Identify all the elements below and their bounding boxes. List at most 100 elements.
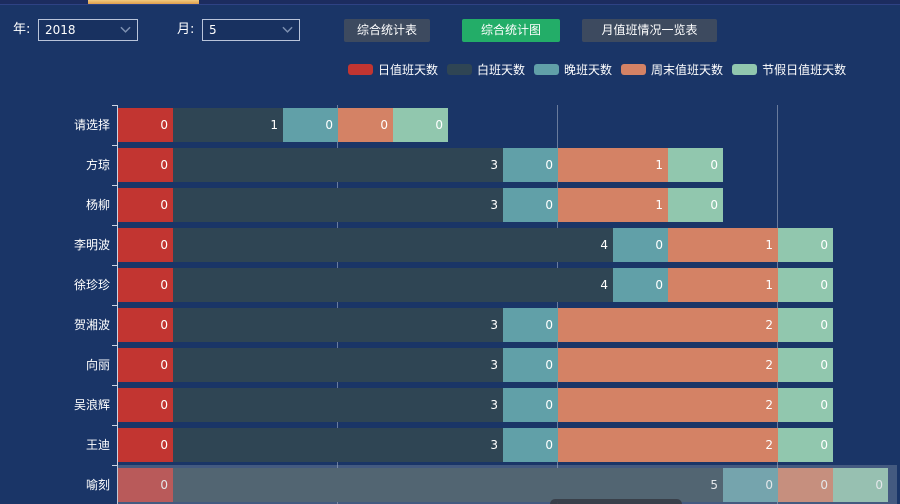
bar-segment[interactable]: 0 bbox=[503, 148, 558, 182]
bar-segment[interactable]: 3 bbox=[173, 188, 503, 222]
bar-segment[interactable]: 1 bbox=[558, 188, 668, 222]
bar-segment[interactable]: 0 bbox=[778, 428, 833, 462]
legend-item[interactable]: 日值班天数 bbox=[348, 61, 438, 78]
bar-value-label: 2 bbox=[765, 438, 773, 452]
category-label: 贺湘波 bbox=[73, 318, 110, 332]
bar-segment[interactable]: 0 bbox=[668, 188, 723, 222]
legend-item[interactable]: 白班天数 bbox=[447, 61, 525, 78]
bar-segment[interactable]: 0 bbox=[503, 308, 558, 342]
legend-item[interactable]: 晚班天数 bbox=[534, 61, 612, 78]
chevron-down-icon bbox=[120, 26, 131, 33]
bar-segment[interactable]: 0 bbox=[118, 268, 173, 302]
bar-segment[interactable]: 3 bbox=[173, 428, 503, 462]
bar-segment[interactable]: 3 bbox=[173, 308, 503, 342]
bar-segment[interactable]: 0 bbox=[778, 388, 833, 422]
y-axis-tick bbox=[112, 385, 117, 386]
bar-value-label: 0 bbox=[875, 478, 883, 492]
month-label: 月: bbox=[177, 22, 195, 37]
bar-segment[interactable]: 0 bbox=[338, 108, 393, 142]
bar-segment[interactable]: 3 bbox=[173, 348, 503, 382]
bar-value-label: 0 bbox=[325, 118, 333, 132]
legend-item[interactable]: 节假日值班天数 bbox=[732, 61, 846, 78]
year-label: 年: bbox=[13, 22, 31, 37]
bar-segment[interactable]: 0 bbox=[118, 188, 173, 222]
x-gridline bbox=[557, 105, 558, 504]
legend-label: 白班天数 bbox=[477, 63, 526, 77]
chevron-down-icon bbox=[282, 26, 293, 33]
legend-swatch bbox=[534, 64, 560, 75]
bar-segment[interactable]: 2 bbox=[558, 308, 778, 342]
bar-segment[interactable]: 3 bbox=[173, 148, 503, 182]
bar-segment[interactable]: 4 bbox=[173, 268, 613, 302]
bar-value-label: 3 bbox=[490, 398, 498, 412]
monthly-duty-overview-button[interactable]: 月值班情况一览表 bbox=[582, 19, 717, 42]
bar-value-label: 0 bbox=[160, 358, 168, 372]
bar-segment[interactable]: 0 bbox=[503, 428, 558, 462]
category-label: 杨柳 bbox=[85, 198, 110, 212]
bar-value-label: 4 bbox=[600, 278, 608, 292]
bar-value-label: 0 bbox=[545, 198, 553, 212]
bar-segment[interactable]: 0 bbox=[778, 228, 833, 262]
legend-label: 周末值班天数 bbox=[651, 63, 724, 77]
bar-segment[interactable]: 0 bbox=[778, 308, 833, 342]
bar-segment[interactable]: 0 bbox=[118, 228, 173, 262]
bar-segment[interactable]: 1 bbox=[668, 268, 778, 302]
year-select-value: 2018 bbox=[45, 23, 76, 37]
bar-segment[interactable]: 0 bbox=[283, 108, 338, 142]
bar-segment[interactable]: 0 bbox=[723, 468, 778, 502]
bar-segment[interactable]: 1 bbox=[668, 228, 778, 262]
bar-segment[interactable]: 0 bbox=[118, 348, 173, 382]
bar-value-label: 0 bbox=[160, 278, 168, 292]
bar-value-label: 1 bbox=[765, 278, 773, 292]
bar-segment[interactable]: 0 bbox=[778, 468, 833, 502]
bar-segment[interactable]: 2 bbox=[558, 388, 778, 422]
bar-row: 0 4 0 1 0 bbox=[118, 268, 833, 302]
year-select[interactable]: 2018 bbox=[38, 19, 138, 41]
bar-value-label: 0 bbox=[160, 398, 168, 412]
bar-segment[interactable]: 0 bbox=[118, 388, 173, 422]
bar-row: 0 3 0 2 0 bbox=[118, 348, 833, 382]
hover-highlight-band bbox=[117, 465, 897, 504]
bar-segment[interactable]: 3 bbox=[173, 388, 503, 422]
bar-segment[interactable]: 0 bbox=[503, 388, 558, 422]
bar-row: 0 3 0 2 0 bbox=[118, 428, 833, 462]
bar-segment[interactable]: 0 bbox=[118, 468, 173, 502]
bar-value-label: 0 bbox=[710, 158, 718, 172]
bar-segment[interactable]: 0 bbox=[503, 188, 558, 222]
bar-segment[interactable]: 0 bbox=[778, 268, 833, 302]
bar-segment[interactable]: 5 bbox=[173, 468, 723, 502]
bar-segment[interactable]: 0 bbox=[393, 108, 448, 142]
bar-value-label: 2 bbox=[765, 358, 773, 372]
bar-segment[interactable]: 0 bbox=[668, 148, 723, 182]
bar-value-label: 3 bbox=[490, 198, 498, 212]
bar-segment[interactable]: 0 bbox=[613, 268, 668, 302]
bar-row: 0 5 0 0 0 bbox=[118, 468, 888, 502]
legend-label: 日值班天数 bbox=[378, 63, 439, 77]
x-gridline bbox=[777, 105, 778, 504]
bar-value-label: 0 bbox=[545, 318, 553, 332]
bar-segment[interactable]: 2 bbox=[558, 348, 778, 382]
summary-table-button[interactable]: 综合统计表 bbox=[344, 19, 430, 42]
bar-segment[interactable]: 1 bbox=[558, 148, 668, 182]
bar-segment[interactable]: 0 bbox=[118, 428, 173, 462]
bar-segment[interactable]: 0 bbox=[118, 308, 173, 342]
bar-segment[interactable]: 2 bbox=[558, 428, 778, 462]
bar-segment[interactable]: 0 bbox=[118, 148, 173, 182]
bar-segment[interactable]: 1 bbox=[173, 108, 283, 142]
category-label: 徐珍珍 bbox=[73, 278, 110, 292]
summary-chart-button[interactable]: 综合统计图 bbox=[462, 19, 560, 42]
bar-segment[interactable]: 0 bbox=[778, 348, 833, 382]
bar-row: 0 3 0 2 0 bbox=[118, 388, 833, 422]
category-label: 吴浪辉 bbox=[73, 398, 110, 412]
bar-segment[interactable]: 0 bbox=[503, 348, 558, 382]
month-select[interactable]: 5 bbox=[202, 19, 300, 41]
active-tab-indicator[interactable] bbox=[88, 0, 199, 4]
bar-value-label: 2 bbox=[765, 318, 773, 332]
category-label: 王迪 bbox=[85, 438, 110, 452]
legend-item[interactable]: 周末值班天数 bbox=[621, 61, 723, 78]
bar-value-label: 1 bbox=[655, 158, 663, 172]
bar-segment[interactable]: 0 bbox=[613, 228, 668, 262]
bar-segment[interactable]: 0 bbox=[833, 468, 888, 502]
bar-segment[interactable]: 4 bbox=[173, 228, 613, 262]
bar-segment[interactable]: 0 bbox=[118, 108, 173, 142]
